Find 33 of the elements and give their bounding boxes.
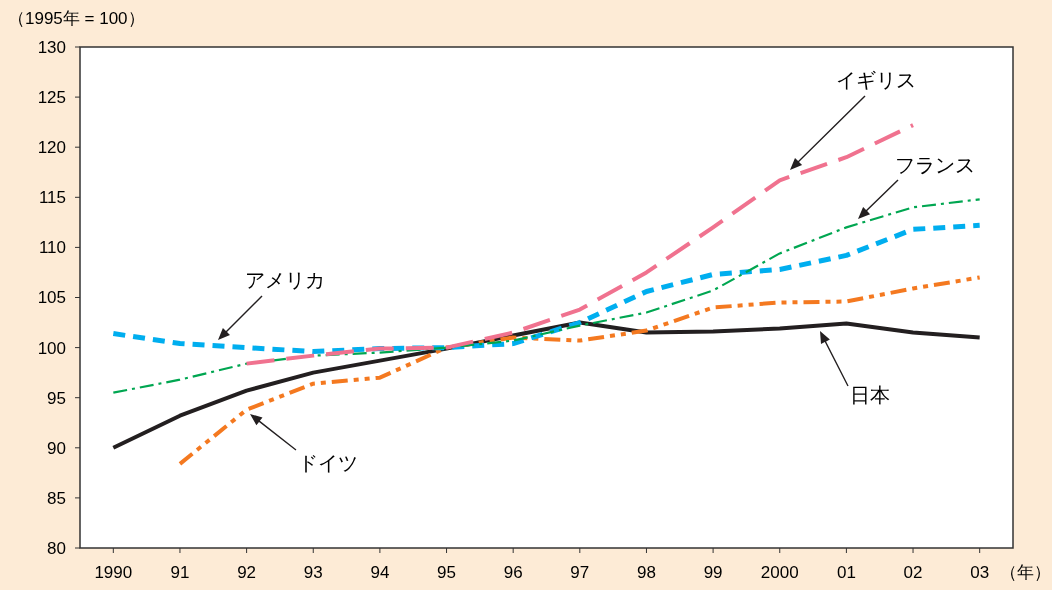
text: ドイツ xyxy=(298,452,358,474)
y-tick-label: 95 xyxy=(47,388,66,408)
y-tick-label: 115 xyxy=(38,188,66,208)
y-tick-label: 125 xyxy=(37,88,66,108)
y-tick-label: 90 xyxy=(47,438,66,458)
x-tick-label: 03 xyxy=(970,563,990,582)
x-tick-label: 95 xyxy=(437,563,456,582)
x-tick-label: 94 xyxy=(370,563,390,582)
y-tick-label: 85 xyxy=(47,488,66,508)
x-axis-title: （年） xyxy=(1000,563,1051,582)
y-tick-label: 80 xyxy=(47,538,66,558)
x-tick-label: 97 xyxy=(570,563,590,582)
x-tick-label: 98 xyxy=(637,563,656,582)
x-tick-label: 92 xyxy=(237,563,257,582)
x-tick-label: 99 xyxy=(703,563,723,582)
x-tick-label: 1990 xyxy=(94,563,133,582)
x-tick-label: 91 xyxy=(170,563,190,582)
x-tick-label: 96 xyxy=(503,563,523,582)
y-tick-label: 110 xyxy=(38,238,66,258)
text: アメリカ xyxy=(245,269,325,291)
y-tick-label: 100 xyxy=(37,338,66,358)
series-label: フランス xyxy=(895,154,975,176)
series-label: イギリス xyxy=(836,69,916,91)
x-tick-label: 02 xyxy=(903,563,923,582)
y-tick-label: 105 xyxy=(37,288,66,308)
x-tick-label: 01 xyxy=(836,563,856,582)
y-axis-title: （1995年 = 100） xyxy=(8,9,145,28)
y-tick-label: 130 xyxy=(37,37,66,57)
y-tick-label: 120 xyxy=(37,138,66,158)
x-tick-label: 2000 xyxy=(760,563,799,582)
text: 日本 xyxy=(850,384,890,406)
line-series xyxy=(244,123,916,366)
x-tick-label: 93 xyxy=(303,563,323,582)
